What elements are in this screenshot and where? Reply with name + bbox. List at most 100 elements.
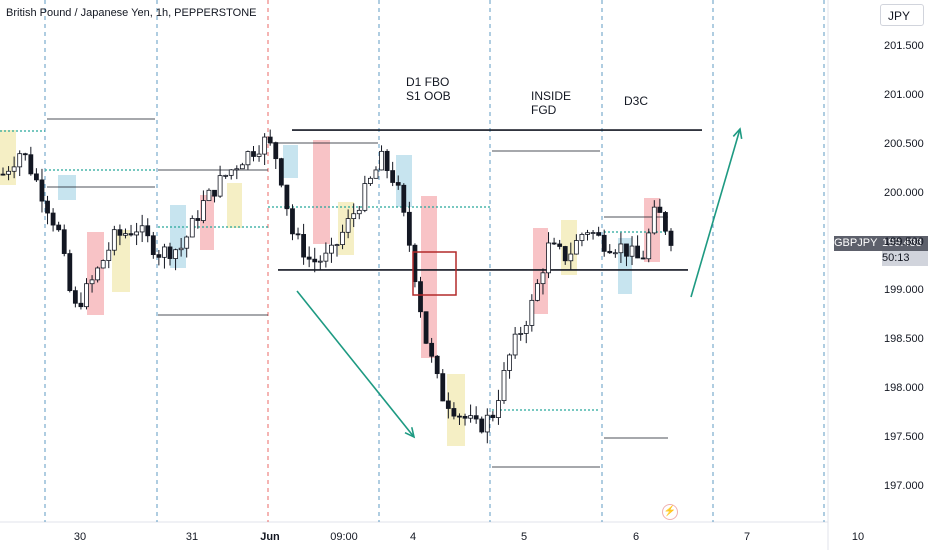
- candle-body: [200, 200, 206, 221]
- candle-body: [445, 400, 451, 409]
- candle-body: [100, 260, 106, 269]
- candle-body: [529, 299, 535, 326]
- candle-body: [217, 175, 223, 197]
- candle-body: [351, 213, 357, 219]
- y-tick-label: 198.500: [884, 333, 924, 346]
- candle-body: [273, 142, 279, 160]
- candle-body: [0, 173, 6, 176]
- highlight-zone: [421, 196, 437, 358]
- candle-body: [78, 302, 84, 308]
- x-tick-label: 31: [185, 531, 199, 543]
- candle-body: [239, 164, 245, 170]
- candle-body: [607, 250, 613, 254]
- candle-body: [117, 229, 123, 236]
- candle-body: [6, 170, 11, 175]
- candle-body: [156, 254, 162, 258]
- candle-body: [401, 184, 407, 213]
- highlight-box: [412, 251, 457, 296]
- candle-body: [390, 170, 396, 183]
- candle-body: [624, 243, 629, 257]
- candle-body: [479, 418, 485, 433]
- candle-body: [267, 136, 273, 143]
- candle-body: [284, 184, 290, 210]
- candle-body: [306, 256, 312, 260]
- candle-body: [11, 166, 17, 172]
- candle-body: [56, 224, 62, 231]
- candle-body: [234, 168, 240, 171]
- y-tick-label: 198.000: [884, 382, 924, 395]
- candle-body: [384, 150, 390, 171]
- candle-body: [334, 244, 340, 246]
- candle-body: [28, 154, 34, 175]
- candle-body: [50, 212, 56, 226]
- down-arrow: [296, 290, 415, 438]
- lightning-alert-icon[interactable]: ⚡: [662, 504, 678, 520]
- candle-body: [323, 252, 329, 262]
- up-arrow-head: [732, 127, 743, 139]
- last-price-label: 199.488: [882, 236, 928, 251]
- candle-body: [490, 414, 496, 419]
- highlight-zone: [58, 175, 76, 200]
- chart-title: British Pound / Japanese Yen, 1h, PEPPER…: [6, 7, 257, 19]
- candle-body: [367, 177, 373, 184]
- highlight-zone: [396, 155, 412, 207]
- candle-body: [34, 173, 39, 181]
- candle-body: [340, 231, 345, 245]
- candle-body: [657, 206, 663, 213]
- candle-body: [395, 182, 401, 186]
- candle-body: [290, 208, 295, 235]
- candle-body: [585, 232, 590, 235]
- candle-body: [128, 233, 134, 236]
- candle-body: [178, 247, 184, 251]
- candle-body: [206, 189, 212, 202]
- x-tick-label: 5: [520, 531, 528, 543]
- annotation-d3c: D3C: [624, 94, 649, 108]
- currency-button[interactable]: JPY: [880, 4, 924, 26]
- candle-body: [72, 290, 78, 304]
- candle-body: [473, 415, 479, 420]
- candle-body: [429, 342, 435, 357]
- candle-body: [134, 231, 140, 236]
- candle-body: [89, 279, 95, 285]
- y-tick-label: 199.000: [884, 284, 924, 297]
- candle-body: [440, 373, 446, 402]
- candle-body: [596, 232, 602, 236]
- up-arrow: [690, 128, 741, 298]
- candle-body: [507, 354, 512, 371]
- candle-body: [640, 257, 646, 260]
- candle-body: [150, 235, 156, 255]
- candle-body: [468, 415, 474, 419]
- candle-body: [484, 414, 490, 433]
- candle-body: [579, 234, 585, 241]
- candle-body: [312, 258, 318, 263]
- candle-body: [618, 243, 624, 254]
- candle-body: [123, 233, 128, 236]
- symbol-label: GBPJPY: [834, 236, 882, 251]
- highlight-zone: [0, 130, 16, 185]
- y-tick-label: 199.500: [884, 235, 924, 248]
- candle-body: [317, 260, 323, 263]
- candle-body: [501, 370, 507, 401]
- candle-body: [590, 232, 596, 234]
- candle-body: [451, 408, 457, 417]
- candle-body: [301, 234, 307, 258]
- candle-body: [462, 415, 468, 419]
- highlight-zone: [283, 145, 298, 178]
- candle-body: [256, 153, 262, 157]
- candle-body: [67, 253, 73, 292]
- candle-body: [329, 244, 334, 254]
- annotation-d1-fbo: D1 FBO S1 OOB: [406, 75, 451, 103]
- x-tick-label: 4: [409, 531, 417, 543]
- candle-body: [162, 246, 167, 258]
- candle-body: [646, 232, 652, 260]
- candle-body: [184, 236, 190, 249]
- x-tick-label: 6: [632, 531, 640, 543]
- candle-body: [84, 283, 89, 308]
- y-tick-label: 201.500: [884, 40, 924, 52]
- candle-body: [356, 209, 362, 215]
- candle-body: [663, 212, 668, 232]
- candle-body: [423, 311, 429, 344]
- y-tick-label: 201.000: [884, 88, 924, 101]
- candle-body: [546, 242, 551, 274]
